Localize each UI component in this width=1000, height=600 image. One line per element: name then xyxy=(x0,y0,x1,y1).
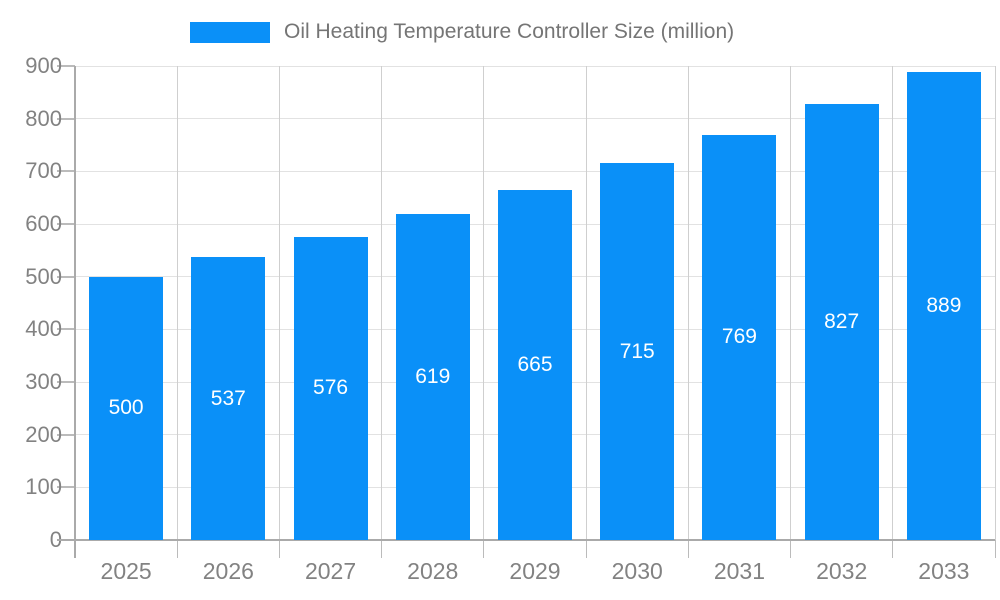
y-axis-tick xyxy=(57,433,75,436)
y-tick-label: 600 xyxy=(25,211,62,236)
y-tick-label: 0 xyxy=(49,527,62,552)
y-tick-label: 500 xyxy=(25,263,62,289)
y-axis-tick xyxy=(57,65,75,67)
x-axis-label: 2028 xyxy=(407,558,459,584)
y-gridline xyxy=(75,65,995,67)
x-gridline xyxy=(483,66,485,540)
y-axis-line xyxy=(74,66,76,558)
bar[interactable]: 576 xyxy=(293,236,368,540)
bar[interactable]: 769 xyxy=(702,134,777,540)
y-tick-label: 700 xyxy=(25,158,62,184)
x-axis-label: 2027 xyxy=(304,558,357,584)
bar-value-label: 889 xyxy=(926,293,962,317)
bar-value-label: 619 xyxy=(415,364,451,388)
bar[interactable]: 889 xyxy=(906,71,981,540)
bar[interactable]: 665 xyxy=(498,189,572,540)
y-tick-label: 200 xyxy=(25,421,62,447)
x-axis-tick xyxy=(278,540,280,558)
x-axis-line xyxy=(57,539,995,541)
y-axis-tick xyxy=(57,328,75,331)
bar[interactable]: 500 xyxy=(89,276,164,540)
x-axis-tick xyxy=(790,540,792,558)
y-tick-label: 400 xyxy=(25,316,62,342)
x-axis-label: 2031 xyxy=(713,558,766,584)
bar-value-label: 715 xyxy=(619,339,655,363)
x-axis-tick xyxy=(585,540,587,558)
y-tick-label: 900 xyxy=(25,53,62,78)
legend-swatch[interactable] xyxy=(190,21,270,43)
bar[interactable]: 537 xyxy=(191,257,266,540)
x-axis-label: 2030 xyxy=(611,558,663,584)
y-tick-label: 800 xyxy=(25,105,62,131)
bar-value-label: 769 xyxy=(721,325,757,349)
y-gridline xyxy=(75,170,995,172)
x-gridline xyxy=(892,66,894,540)
x-axis-tick xyxy=(381,540,383,558)
x-axis-label: 2033 xyxy=(918,558,970,584)
x-gridline xyxy=(687,66,689,540)
x-axis-tick xyxy=(687,540,689,558)
y-axis-tick xyxy=(57,117,75,120)
x-axis-label: 2025 xyxy=(100,558,152,584)
y-axis-tick xyxy=(57,170,75,173)
bar[interactable]: 619 xyxy=(395,213,470,540)
y-axis-tick xyxy=(57,381,75,383)
bar-value-label: 537 xyxy=(210,386,246,410)
x-axis-label: 2026 xyxy=(202,558,254,584)
y-axis-tick xyxy=(57,486,75,489)
x-axis-tick xyxy=(483,540,485,558)
x-gridline xyxy=(790,66,792,540)
bar-value-label: 827 xyxy=(824,310,860,334)
x-axis-label: 2029 xyxy=(509,558,561,584)
bar-value-label: 665 xyxy=(517,352,553,376)
bar-value-label: 576 xyxy=(313,376,349,400)
bar[interactable]: 827 xyxy=(804,104,879,540)
x-gridline xyxy=(994,66,996,540)
y-axis-tick xyxy=(57,223,75,225)
x-axis-label: 2032 xyxy=(816,558,868,584)
legend-label[interactable]: Oil Heating Temperature Controller Size … xyxy=(284,20,735,43)
y-tick-label: 300 xyxy=(25,369,62,394)
x-gridline xyxy=(176,66,178,540)
y-tick-label: 100 xyxy=(25,474,62,500)
bar-value-label: 500 xyxy=(108,396,144,420)
x-axis-tick xyxy=(892,540,894,558)
x-axis-tick xyxy=(994,540,996,558)
y-gridline xyxy=(75,118,995,120)
chart-legend[interactable]: Oil Heating Temperature Controller Size … xyxy=(190,17,734,47)
x-gridline xyxy=(381,66,383,540)
x-gridline xyxy=(278,66,280,540)
x-gridline xyxy=(585,66,587,540)
y-axis-tick xyxy=(57,275,75,278)
x-axis-tick xyxy=(176,540,178,558)
bar[interactable]: 715 xyxy=(600,163,675,540)
